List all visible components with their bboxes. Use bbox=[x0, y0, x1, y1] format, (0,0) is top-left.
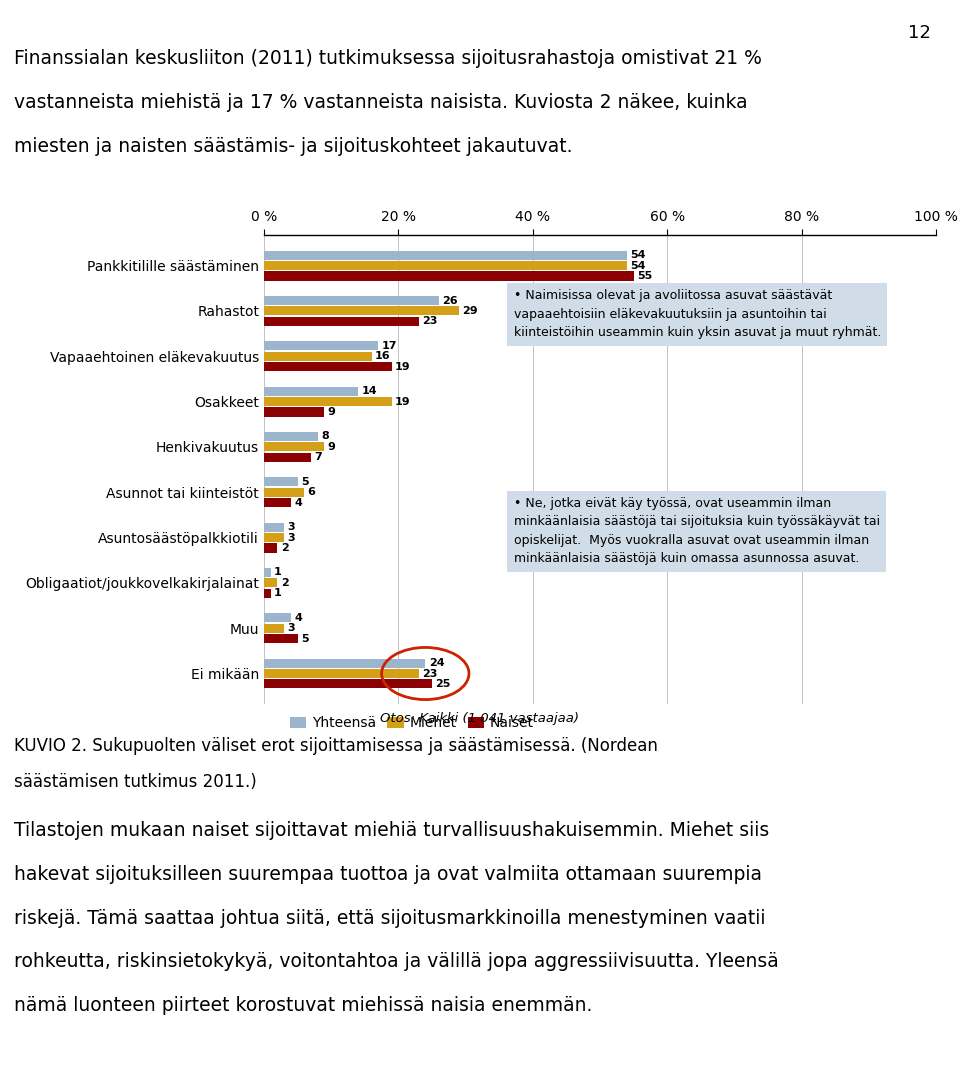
Text: • Ne, jotka eivät käy työssä, ovat useammin ilman
minkäänlaisia säästöjä tai sij: • Ne, jotka eivät käy työssä, ovat useam… bbox=[514, 497, 879, 566]
Text: 17: 17 bbox=[382, 341, 397, 351]
Bar bbox=[264, 342, 378, 351]
Text: 25: 25 bbox=[436, 679, 451, 689]
Bar bbox=[264, 634, 298, 643]
Bar bbox=[264, 407, 324, 416]
Bar bbox=[264, 498, 291, 507]
Text: 1: 1 bbox=[275, 589, 282, 598]
Legend: Yhteensä, Miehet, Naiset: Yhteensä, Miehet, Naiset bbox=[290, 716, 534, 731]
Bar bbox=[264, 477, 298, 486]
Text: riskejä. Tämä saattaa johtua siitä, että sijoitusmarkkinoilla menestyminen vaati: riskejä. Tämä saattaa johtua siitä, että… bbox=[14, 909, 766, 927]
Bar bbox=[264, 568, 271, 577]
Bar bbox=[264, 307, 459, 316]
Bar bbox=[264, 669, 419, 678]
Bar bbox=[264, 251, 627, 260]
Bar bbox=[264, 679, 432, 688]
Text: 54: 54 bbox=[630, 261, 646, 271]
Text: 23: 23 bbox=[421, 317, 438, 327]
Bar bbox=[264, 544, 277, 553]
Bar bbox=[264, 589, 271, 597]
Bar bbox=[264, 352, 372, 360]
Text: 3: 3 bbox=[288, 522, 295, 532]
Bar bbox=[264, 579, 277, 587]
Bar bbox=[264, 432, 318, 441]
Bar bbox=[264, 533, 284, 542]
Text: Finanssialan keskusliiton (2011) tutkimuksessa sijoitusrahastoja omistivat 21 %: Finanssialan keskusliiton (2011) tutkimu… bbox=[14, 49, 762, 68]
Text: 6: 6 bbox=[307, 487, 316, 497]
Bar bbox=[264, 614, 291, 622]
Text: 29: 29 bbox=[463, 306, 478, 316]
Text: hakevat sijoituksilleen suurempaa tuottoa ja ovat valmiita ottamaan suurempia: hakevat sijoituksilleen suurempaa tuotto… bbox=[14, 865, 762, 883]
Text: 9: 9 bbox=[327, 442, 336, 452]
Text: Otos: Kaikki (1 041 vastaajaa): Otos: Kaikki (1 041 vastaajaa) bbox=[380, 712, 580, 725]
Text: 23: 23 bbox=[421, 668, 438, 678]
Text: 26: 26 bbox=[442, 296, 458, 306]
Bar bbox=[264, 296, 439, 305]
Text: 2: 2 bbox=[280, 578, 289, 587]
Bar bbox=[264, 272, 634, 281]
Text: 16: 16 bbox=[374, 352, 391, 361]
Text: 3: 3 bbox=[288, 624, 295, 633]
Text: 55: 55 bbox=[637, 271, 652, 281]
Text: vastanneista miehistä ja 17 % vastanneista naisista. Kuviosta 2 näkee, kuinka: vastanneista miehistä ja 17 % vastanneis… bbox=[14, 93, 748, 111]
Bar bbox=[264, 523, 284, 532]
Text: 7: 7 bbox=[314, 452, 323, 462]
Text: 4: 4 bbox=[294, 498, 302, 508]
Bar bbox=[264, 363, 392, 371]
Text: 8: 8 bbox=[321, 431, 329, 441]
Text: 14: 14 bbox=[361, 387, 377, 396]
Bar bbox=[264, 387, 358, 395]
Text: 5: 5 bbox=[301, 633, 308, 643]
Text: säästämisen tutkimus 2011.): säästämisen tutkimus 2011.) bbox=[14, 773, 257, 791]
Text: 12: 12 bbox=[908, 24, 931, 41]
Bar bbox=[264, 624, 284, 632]
Text: 9: 9 bbox=[327, 407, 336, 417]
Bar bbox=[264, 658, 425, 667]
Text: 1: 1 bbox=[275, 568, 282, 578]
Text: • Naimisissa olevat ja avoliitossa asuvat säästävät
vapaaehtoisiin eläkevakuutuk: • Naimisissa olevat ja avoliitossa asuva… bbox=[514, 289, 881, 340]
Text: rohkeutta, riskinsietokykyä, voitontahtoa ja välillä jopa aggressiivisuutta. Yle: rohkeutta, riskinsietokykyä, voitontahto… bbox=[14, 952, 780, 971]
Bar bbox=[264, 317, 419, 325]
Text: 54: 54 bbox=[630, 250, 646, 260]
Bar bbox=[264, 488, 304, 497]
Text: 4: 4 bbox=[294, 613, 302, 622]
Text: KUVIO 2. Sukupuolten väliset erot sijoittamisessa ja säästämisessä. (Nordean: KUVIO 2. Sukupuolten väliset erot sijoit… bbox=[14, 737, 659, 755]
Text: nämä luonteen piirteet korostuvat miehissä naisia enemmän.: nämä luonteen piirteet korostuvat miehis… bbox=[14, 996, 592, 1014]
Text: 3: 3 bbox=[288, 533, 295, 543]
Bar bbox=[264, 261, 627, 270]
Text: 19: 19 bbox=[396, 361, 411, 371]
Text: 2: 2 bbox=[280, 543, 289, 553]
Text: 19: 19 bbox=[396, 396, 411, 406]
Text: 24: 24 bbox=[428, 658, 444, 668]
Text: 5: 5 bbox=[301, 477, 308, 487]
Bar bbox=[264, 453, 311, 462]
Bar bbox=[264, 397, 392, 406]
Bar bbox=[264, 442, 324, 451]
Text: miesten ja naisten säästämis- ja sijoituskohteet jakautuvat.: miesten ja naisten säästämis- ja sijoitu… bbox=[14, 136, 573, 155]
Text: Tilastojen mukaan naiset sijoittavat miehiä turvallisuushakuisemmin. Miehet siis: Tilastojen mukaan naiset sijoittavat mie… bbox=[14, 821, 770, 840]
